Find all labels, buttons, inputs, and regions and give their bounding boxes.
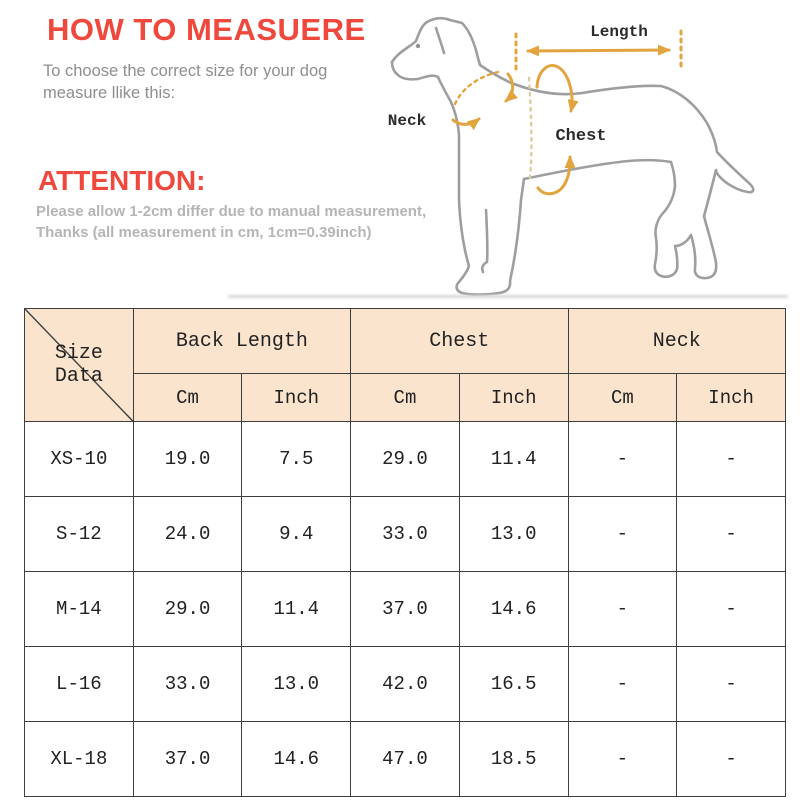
size-cell: XS-10 [24, 421, 134, 497]
value-cell: - [676, 571, 786, 647]
neck-arrow [451, 117, 481, 131]
value-cell: 13.0 [458, 496, 569, 572]
size-cell: L-16 [24, 646, 134, 722]
value-cell: - [567, 571, 678, 647]
value-cell: 14.6 [458, 571, 569, 647]
size-table: Size Data Back Length Chest Neck Cm Inch… [24, 308, 787, 797]
subtitle-line-1: To choose the correct size for your dog [43, 62, 328, 80]
dog-measurement-diagram: Length Neck Chest [388, 16, 755, 296]
value-cell: 37.0 [350, 571, 460, 647]
table-unit-header-row: Cm Inch Cm Inch Cm Inch [25, 373, 786, 422]
value-cell: - [676, 421, 786, 497]
value-cell: - [567, 721, 678, 797]
table-row: XL-18 37.0 14.6 47.0 18.5 - - [24, 721, 786, 797]
value-cell: 42.0 [350, 646, 460, 722]
attention-note: Please allow 1-2cm differ due to manual … [36, 201, 426, 243]
value-cell: 13.0 [241, 646, 352, 722]
size-cell: M-14 [24, 571, 134, 647]
group-header-back-length: Back Length [132, 308, 352, 374]
subtitle: To choose the correct size for your dog … [43, 60, 327, 104]
neck-measure: Neck [388, 70, 518, 131]
attention-heading: ATTENTION: [38, 165, 206, 196]
value-cell: 16.5 [458, 646, 569, 722]
value-cell: - [567, 421, 678, 497]
table-group-header-row: Size Data Back Length Chest Neck [24, 308, 787, 422]
chest-measure: Chest [527, 64, 607, 196]
neck-dashed-arc [453, 70, 500, 106]
table-row: M-14 29.0 11.4 37.0 14.6 - - [24, 571, 786, 647]
unit-header: Inch [458, 373, 569, 422]
attention-note-line-2: Thanks (all measurement in cm, 1cm=0.39i… [36, 224, 372, 241]
value-cell: 9.4 [241, 496, 352, 572]
value-cell: 47.0 [350, 721, 460, 797]
chest-arrow-upper [535, 64, 579, 113]
value-cell: - [676, 646, 786, 722]
subtitle-line-2: measure llike this: [43, 84, 176, 102]
value-cell: 29.0 [350, 421, 460, 497]
value-cell: 24.0 [132, 496, 243, 572]
value-cell: 14.6 [241, 721, 352, 797]
value-cell: 11.4 [241, 571, 352, 647]
value-cell: 33.0 [132, 646, 243, 722]
size-cell: S-12 [24, 496, 134, 572]
length-label: Length [590, 23, 648, 41]
group-header-neck: Neck [567, 308, 787, 374]
value-cell: 11.4 [458, 421, 569, 497]
unit-header: Cm [350, 373, 460, 422]
chest-arrow-lower [536, 155, 576, 196]
value-cell: 37.0 [132, 721, 243, 797]
value-cell: - [567, 496, 678, 572]
value-cell: 19.0 [132, 421, 243, 497]
neck-label: Neck [388, 112, 427, 130]
table-top-shadow [228, 295, 788, 298]
page-title: HOW TO MEASUERE [47, 12, 366, 47]
attention-note-line-1: Please allow 1-2cm differ due to manual … [36, 203, 427, 220]
value-cell: - [567, 646, 678, 722]
unit-header: Cm [132, 373, 243, 422]
size-cell: XL-18 [24, 721, 134, 797]
length-measure: Length [514, 23, 683, 74]
value-cell: 7.5 [241, 421, 352, 497]
chest-label: Chest [555, 127, 606, 146]
value-cell: - [676, 496, 786, 572]
unit-header: Inch [241, 373, 352, 422]
table-row: XS-10 19.0 7.5 29.0 11.4 - - [24, 421, 786, 497]
group-header-chest: Chest [350, 308, 569, 374]
table-row: S-12 24.0 9.4 33.0 13.0 - - [24, 496, 786, 572]
table-row: L-16 33.0 13.0 42.0 16.5 - - [24, 646, 786, 722]
value-cell: - [676, 721, 786, 797]
chest-dashed-line [527, 76, 533, 180]
withers-arrow [504, 72, 518, 103]
corner-diagonal-line [25, 309, 133, 421]
value-cell: 18.5 [458, 721, 569, 797]
dog-outline [390, 16, 755, 296]
corner-cell: Size Data [24, 308, 134, 422]
value-cell: 29.0 [132, 571, 243, 647]
dog-eye [415, 43, 421, 49]
corner-label: Size Data [54, 342, 103, 388]
value-cell: 33.0 [350, 496, 460, 572]
unit-header: Cm [567, 373, 678, 422]
unit-header: Inch [676, 373, 786, 422]
length-arrow [526, 44, 671, 57]
